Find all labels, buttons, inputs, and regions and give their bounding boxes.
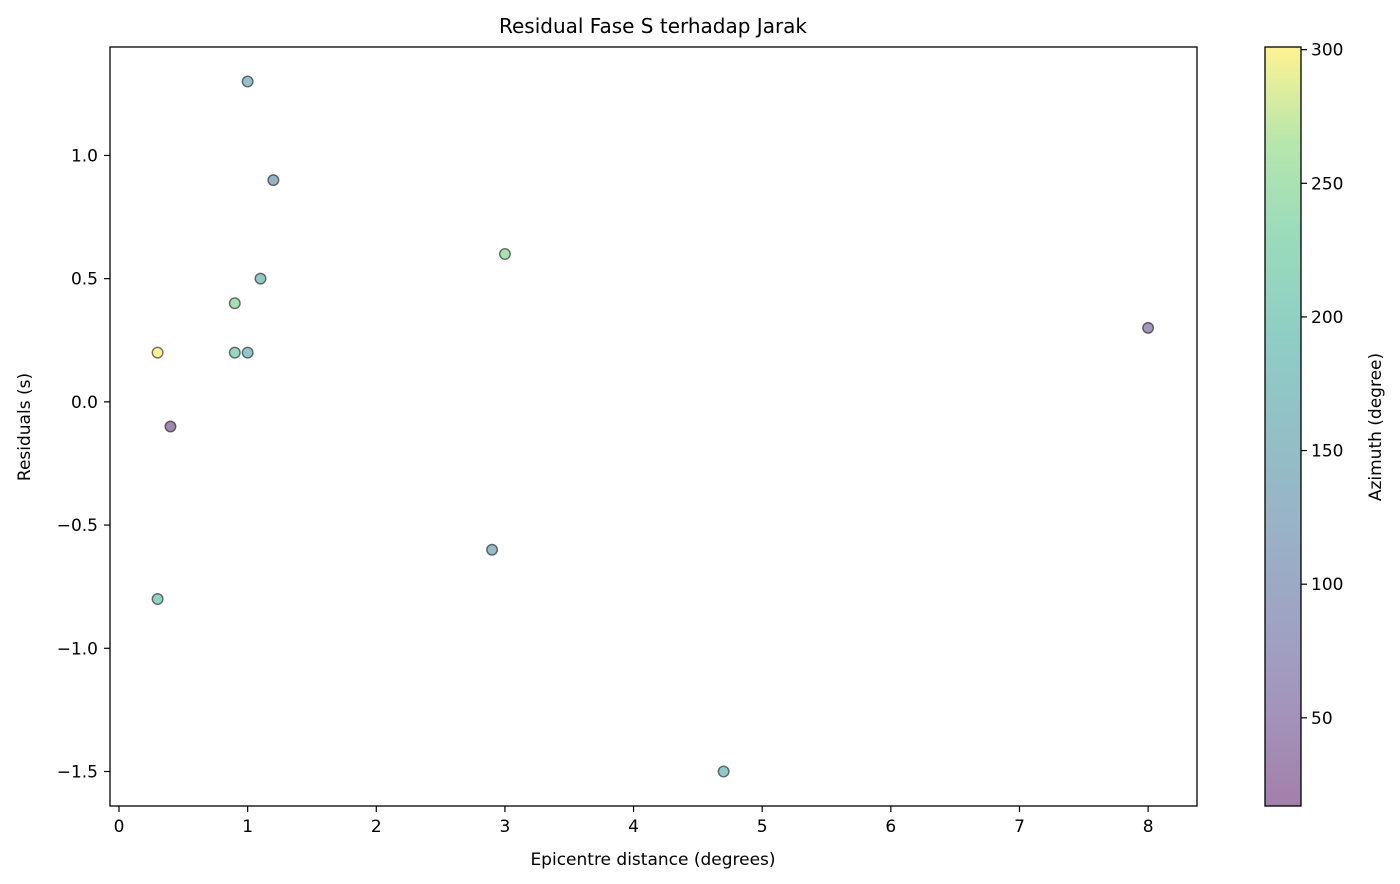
x-tick-label: 4: [628, 817, 639, 837]
data-point-10: [486, 543, 499, 556]
colorbar-gradient: [1265, 47, 1301, 806]
colorbar-tick-label: 300: [1311, 41, 1343, 61]
data-point-6: [228, 346, 241, 359]
colorbar-frame: [1264, 46, 1302, 807]
x-tick-label: 3: [500, 817, 511, 837]
y-tick-label: −1.0: [57, 639, 98, 659]
data-point-0: [241, 75, 254, 88]
data-point-9: [164, 420, 177, 433]
data-point-5: [151, 346, 164, 359]
y-axis-label: Residuals (s): [15, 373, 35, 481]
x-tick-label: 2: [371, 817, 382, 837]
x-tick-label: 6: [885, 817, 896, 837]
data-point-12: [717, 765, 730, 778]
colorbar-tick-label: 250: [1311, 174, 1343, 194]
data-point-2: [498, 247, 511, 260]
x-tick-label: 0: [114, 817, 125, 837]
data-point-8: [1142, 321, 1155, 334]
plot-frame: [109, 46, 1198, 807]
colorbar-ticks: 50 100 150 200 250 300: [1301, 41, 1343, 729]
x-axis-ticks: 0 1 2 3 4 5 6 7 8: [114, 806, 1154, 837]
x-tick-label: 8: [1143, 817, 1154, 837]
data-point-4: [228, 297, 241, 310]
x-tick-label: 1: [242, 817, 253, 837]
y-tick-label: 1.0: [71, 146, 98, 166]
data-points: [151, 75, 1155, 778]
y-tick-label: 0.0: [71, 393, 98, 413]
colorbar: 50 100 150 200 250 300 Azimuth (degree): [1264, 41, 1386, 807]
data-point-11: [151, 593, 164, 606]
colorbar-label: Azimuth (degree): [1366, 353, 1386, 501]
chart-title: Residual Fase S terhadap Jarak: [499, 14, 807, 38]
x-tick-label: 7: [1014, 817, 1025, 837]
colorbar-tick-label: 200: [1311, 308, 1343, 328]
colorbar-tick-label: 150: [1311, 442, 1343, 462]
data-point-3: [254, 272, 267, 285]
data-point-1: [267, 174, 280, 187]
x-tick-label: 5: [757, 817, 768, 837]
y-axis-ticks: −1.5 −1.0 −0.5 0.0 0.5 1.0: [57, 146, 110, 783]
y-tick-label: −0.5: [57, 516, 98, 536]
y-tick-label: −1.5: [57, 763, 98, 783]
colorbar-tick-label: 50: [1311, 709, 1333, 729]
colorbar-tick-label: 100: [1311, 575, 1343, 595]
y-tick-label: 0.5: [71, 270, 98, 290]
data-point-7: [241, 346, 254, 359]
x-axis-label: Epicentre distance (degrees): [530, 850, 775, 870]
